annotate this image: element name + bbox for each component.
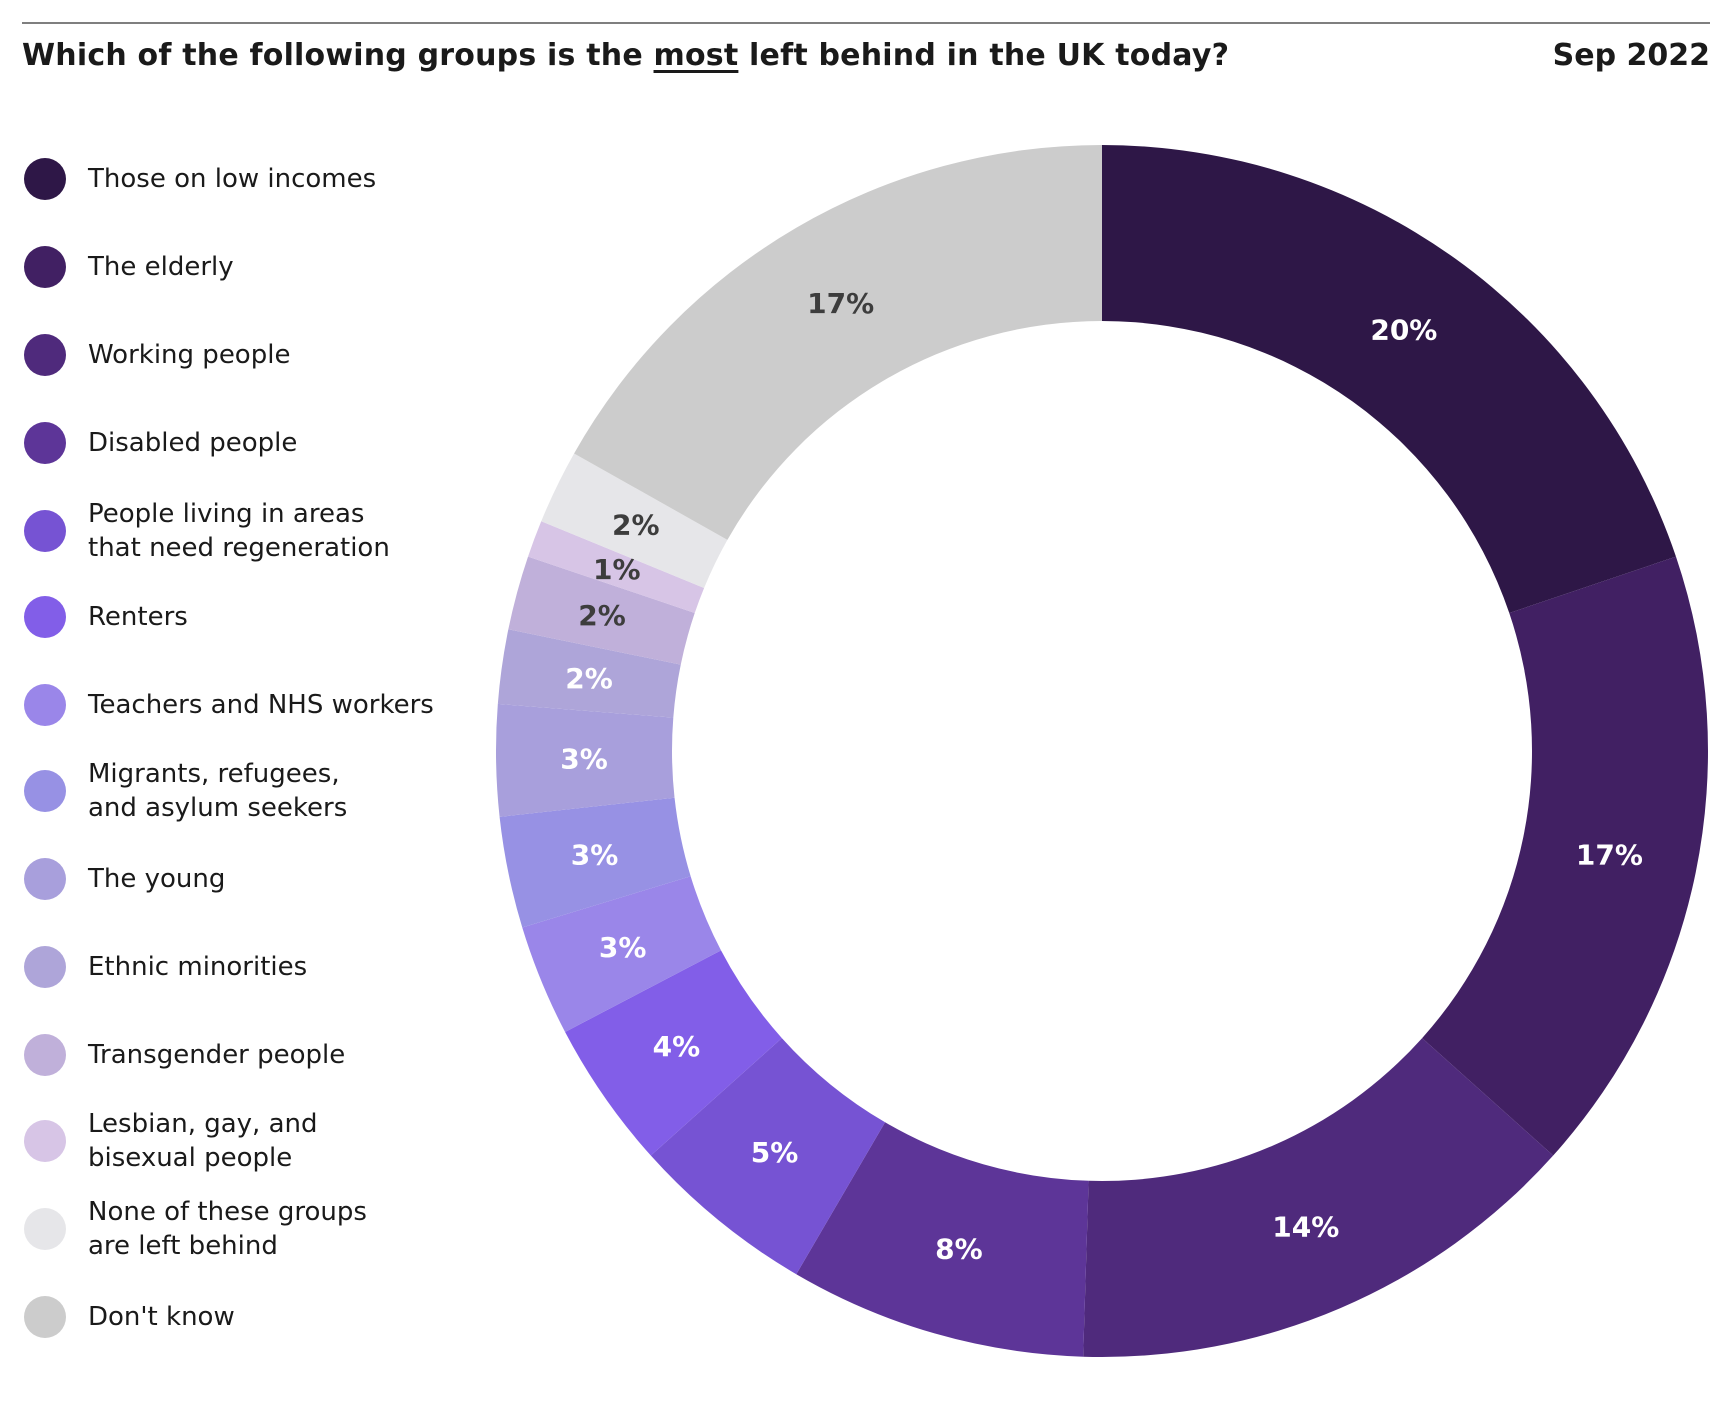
legend-item: Transgender people — [24, 1034, 345, 1076]
segment-value-label: 2% — [565, 662, 613, 695]
donut-segment — [1083, 1038, 1554, 1358]
legend-item: None of these groups are left behind — [24, 1195, 367, 1263]
donut-segment — [1102, 145, 1676, 614]
legend-label: Disabled people — [88, 428, 298, 458]
segment-value-label: 17% — [1576, 839, 1643, 872]
legend-label: Working people — [88, 340, 291, 370]
top-rule — [22, 22, 1710, 24]
legend-swatch — [24, 770, 66, 812]
donut-segment — [1422, 556, 1708, 1156]
chart-date: Sep 2022 — [1552, 38, 1710, 73]
donut-segment — [565, 950, 782, 1156]
legend-swatch — [24, 158, 66, 200]
legend-swatch — [24, 1034, 66, 1076]
legend-item: People living in areas that need regener… — [24, 497, 390, 565]
legend-item: The elderly — [24, 246, 234, 288]
legend-swatch — [24, 1296, 66, 1338]
segment-value-label: 5% — [751, 1136, 799, 1169]
segment-value-label: 3% — [599, 931, 647, 964]
donut-segment — [650, 1038, 886, 1275]
donut-segment — [528, 521, 705, 614]
legend-item: Don't know — [24, 1296, 235, 1338]
legend-swatch — [24, 858, 66, 900]
legend-swatch — [24, 1208, 66, 1250]
legend-label: The elderly — [88, 252, 234, 282]
legend-label: Ethnic minorities — [88, 952, 308, 982]
title-part-2: left behind in the UK today? — [738, 38, 1230, 73]
legend-label: Teachers and NHS workers — [88, 690, 434, 720]
legend-label: Those on low incomes — [88, 164, 377, 194]
legend-label: The young — [88, 864, 226, 894]
legend-item: Those on low incomes — [24, 158, 376, 200]
donut-segment — [541, 453, 728, 588]
legend-item: Lesbian, gay, and bisexual people — [24, 1107, 318, 1175]
legend-swatch — [24, 246, 66, 288]
legend-item: Teachers and NHS workers — [24, 684, 434, 726]
legend-swatch — [24, 596, 66, 638]
legend-item: Disabled people — [24, 422, 297, 464]
donut-segment — [574, 145, 1102, 540]
legend-swatch — [24, 510, 66, 552]
donut-segment — [496, 703, 675, 817]
chart-title: Which of the following groups is the mos… — [22, 38, 1229, 73]
legend-label: Don't know — [88, 1302, 235, 1332]
legend-label: None of these groups are left behind — [88, 1197, 367, 1261]
segment-value-label: 2% — [612, 509, 660, 542]
segment-value-label: 8% — [935, 1232, 983, 1265]
donut-segment — [497, 629, 681, 718]
segment-value-label: 20% — [1370, 314, 1437, 347]
legend-swatch — [24, 946, 66, 988]
segment-value-label: 14% — [1272, 1211, 1339, 1244]
legend-swatch — [24, 334, 66, 376]
segment-value-label: 3% — [560, 743, 608, 776]
legend-item: Migrants, refugees, and asylum seekers — [24, 757, 347, 825]
segment-value-label: 3% — [571, 839, 619, 872]
legend-item: Working people — [24, 334, 290, 376]
donut-segment — [796, 1122, 1089, 1357]
donut-segment — [508, 556, 695, 665]
legend-label: People living in areas that need regener… — [88, 499, 390, 563]
legend-label: Migrants, refugees, and asylum seekers — [88, 759, 348, 823]
legend-label: Lesbian, gay, and bisexual people — [88, 1109, 318, 1173]
legend-swatch — [24, 422, 66, 464]
segment-value-label: 17% — [807, 287, 874, 320]
legend-swatch — [24, 684, 66, 726]
legend: Those on low incomes The elderly Working p… — [0, 0, 460, 1427]
legend-item: The young — [24, 858, 225, 900]
legend-item: Renters — [24, 596, 188, 638]
segment-value-label: 4% — [653, 1030, 701, 1063]
title-emphasis: most — [653, 38, 739, 73]
title-part-1: Which of the following groups is the — [22, 38, 654, 73]
donut-segment — [522, 876, 722, 1032]
legend-label: Transgender people — [88, 1040, 346, 1070]
segment-value-label: 2% — [578, 599, 626, 632]
donut-segment — [499, 797, 691, 928]
legend-label: Renters — [88, 602, 188, 632]
legend-swatch — [24, 1120, 66, 1162]
legend-item: Ethnic minorities — [24, 946, 307, 988]
